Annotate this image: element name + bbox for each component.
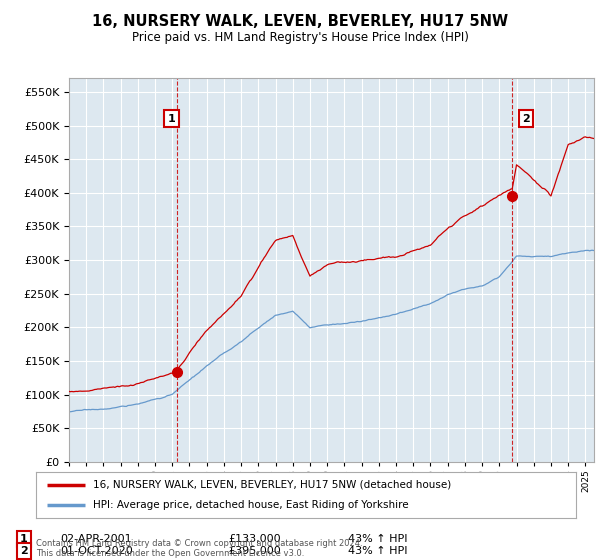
Text: 43% ↑ HPI: 43% ↑ HPI <box>348 546 407 556</box>
Text: HPI: Average price, detached house, East Riding of Yorkshire: HPI: Average price, detached house, East… <box>92 500 409 510</box>
Text: 2: 2 <box>20 546 28 556</box>
Text: 2: 2 <box>522 114 530 124</box>
Text: Contains HM Land Registry data © Crown copyright and database right 2024.
This d: Contains HM Land Registry data © Crown c… <box>36 539 362 558</box>
Text: 1: 1 <box>167 114 175 124</box>
Text: 43% ↑ HPI: 43% ↑ HPI <box>348 534 407 544</box>
Text: 01-OCT-2020: 01-OCT-2020 <box>60 546 133 556</box>
Text: Price paid vs. HM Land Registry's House Price Index (HPI): Price paid vs. HM Land Registry's House … <box>131 31 469 44</box>
Text: £133,000: £133,000 <box>228 534 281 544</box>
Text: 02-APR-2001: 02-APR-2001 <box>60 534 131 544</box>
Text: £395,000: £395,000 <box>228 546 281 556</box>
Text: 16, NURSERY WALK, LEVEN, BEVERLEY, HU17 5NW: 16, NURSERY WALK, LEVEN, BEVERLEY, HU17 … <box>92 14 508 29</box>
Text: 16, NURSERY WALK, LEVEN, BEVERLEY, HU17 5NW (detached house): 16, NURSERY WALK, LEVEN, BEVERLEY, HU17 … <box>92 480 451 490</box>
Text: 1: 1 <box>20 534 28 544</box>
